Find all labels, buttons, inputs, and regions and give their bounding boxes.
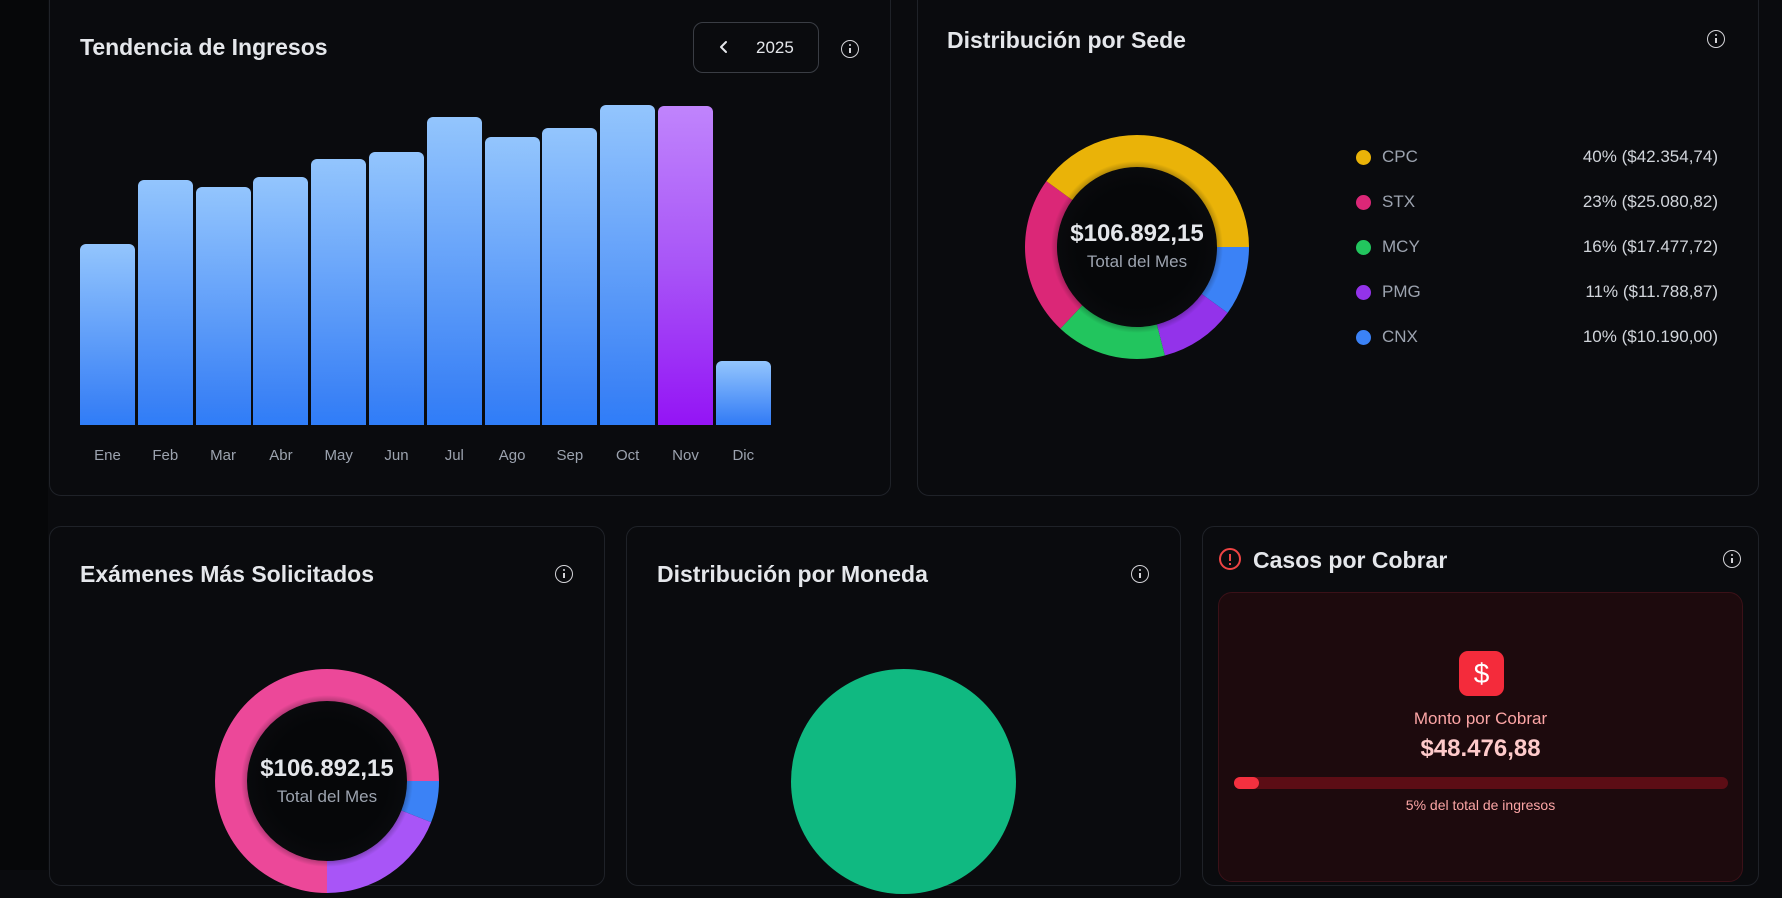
year-label: 2025 <box>756 38 794 57</box>
legend-dot <box>1356 150 1371 165</box>
exams-total-label: Total del Mes <box>276 787 378 806</box>
site-donut-chart <box>1025 135 1249 359</box>
bar-label: Jul <box>444 447 464 464</box>
exams-donut-chart <box>215 669 439 893</box>
bar-label: Feb <box>152 447 179 464</box>
bar-label: Jun <box>384 447 409 464</box>
site-distribution-title: Distribución por Sede <box>947 27 1186 53</box>
legend-label: CNX <box>1382 327 1418 346</box>
receivables-amount: $48.476,88 <box>1420 735 1541 762</box>
exams-total-value: $106.892,15 <box>260 755 394 782</box>
site-total-label: Total del Mes <box>1086 252 1188 271</box>
bar-ago[interactable] <box>484 137 540 425</box>
info-icon[interactable] <box>1707 30 1725 48</box>
currency-pie-chart <box>791 669 1016 894</box>
bar-label: Mar <box>210 447 237 464</box>
exams-donut-center: $106.892,15 Total del Mes <box>227 755 427 807</box>
bar-label: Ene <box>94 447 121 464</box>
currency-distribution-title: Distribución por Moneda <box>657 561 928 587</box>
site-donut-center: $106.892,15 Total del Mes <box>1037 220 1237 272</box>
chevron-left-icon[interactable] <box>712 35 736 59</box>
year-selector[interactable]: 2025 <box>693 22 819 73</box>
revenue-bar-chart <box>80 95 860 425</box>
revenue-bar-labels: Ene Feb Mar Abr May Jun Jul Ago Sep Oct Nov Dic <box>80 447 880 467</box>
receivables-label: Monto por Cobrar <box>1413 709 1548 728</box>
alert-circle-icon <box>1219 548 1241 570</box>
receivables-card: $ Monto por Cobrar $48.476,88 5% del tot… <box>1218 592 1743 882</box>
bar-label: Oct <box>616 447 640 464</box>
legend-value: 16% ($17.477,72) <box>1582 237 1718 256</box>
info-icon[interactable] <box>841 40 859 58</box>
bar-may[interactable] <box>311 159 367 425</box>
legend-item-stx[interactable]: STX 23% ($25.080,82) <box>1356 190 1718 214</box>
bar-label: Dic <box>732 447 755 464</box>
bar-feb[interactable] <box>137 180 193 425</box>
receivables-title: Casos por Cobrar <box>1253 547 1448 573</box>
legend-dot <box>1356 285 1371 300</box>
legend-item-pmg[interactable]: PMG 11% ($11.788,87) <box>1356 280 1718 304</box>
bar-dic[interactable] <box>715 361 771 425</box>
sidebar-edge <box>0 0 48 870</box>
legend-value: 11% ($11.788,87) <box>1585 282 1718 301</box>
bar-sep[interactable] <box>542 128 598 425</box>
legend-value: 10% ($10.190,00) <box>1582 327 1718 346</box>
legend-label: STX <box>1382 192 1416 211</box>
site-total-value: $106.892,15 <box>1070 220 1204 247</box>
legend-value: 40% ($42.354,74) <box>1582 147 1718 166</box>
legend-item-cpc[interactable]: CPC 40% ($42.354,74) <box>1356 145 1718 169</box>
receivables-footnote: 5% del total de ingresos <box>1405 797 1556 813</box>
bar-label: Abr <box>269 447 293 464</box>
legend-dot <box>1356 240 1371 255</box>
info-icon[interactable] <box>555 565 573 583</box>
bar-abr[interactable] <box>253 177 309 425</box>
legend-dot <box>1356 330 1371 345</box>
bar-ene[interactable] <box>80 244 135 425</box>
legend-label: CPC <box>1382 147 1418 166</box>
legend-label: MCY <box>1382 237 1420 256</box>
legend-value: 23% ($25.080,82) <box>1582 192 1718 211</box>
legend-label: PMG <box>1382 282 1421 301</box>
legend-item-cnx[interactable]: CNX 10% ($10.190,00) <box>1356 325 1718 349</box>
info-icon[interactable] <box>1131 565 1149 583</box>
bar-label: Nov <box>672 447 699 464</box>
bar-nov[interactable] <box>658 106 713 425</box>
bar-label: Sep <box>556 447 584 464</box>
top-exams-title: Exámenes Más Solicitados <box>80 561 375 587</box>
info-icon[interactable] <box>1723 550 1741 568</box>
bar-oct[interactable] <box>600 105 656 425</box>
bar-jun[interactable] <box>369 152 424 425</box>
legend-dot <box>1356 195 1371 210</box>
receivables-progress-fill <box>1234 777 1259 789</box>
dollar-icon: $ <box>1459 651 1504 696</box>
revenue-trend-title: Tendencia de Ingresos <box>80 34 328 60</box>
bar-label: May <box>324 447 353 464</box>
receivables-progress <box>1234 777 1728 789</box>
bar-mar[interactable] <box>195 187 251 425</box>
bar-jul[interactable] <box>426 117 482 425</box>
legend-item-mcy[interactable]: MCY 16% ($17.477,72) <box>1356 235 1718 259</box>
bar-label: Ago <box>498 447 526 464</box>
